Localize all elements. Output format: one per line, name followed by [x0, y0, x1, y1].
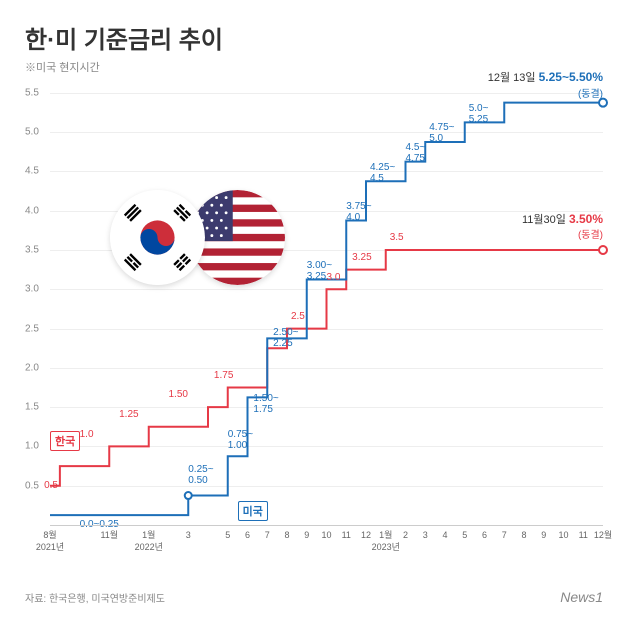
rate-annotation: 4.5~ 4.75: [406, 142, 426, 164]
x-tick: 8월2021년: [36, 530, 64, 553]
rate-annotation: 0.5: [44, 480, 58, 491]
y-tick: 2.0: [25, 362, 39, 373]
x-tick: 2: [403, 530, 408, 542]
news1-logo: News1: [560, 589, 603, 605]
rate-annotation: 4.25~ 4.5: [370, 162, 395, 184]
korea-flag-icon: [110, 190, 205, 285]
x-tick: 8: [521, 530, 526, 542]
y-tick: 4.0: [25, 205, 39, 216]
x-tick: 12월: [594, 530, 612, 542]
chart-footer: 자료: 한국은행, 미국연방준비제도 News1: [25, 589, 603, 605]
x-tick: 11월: [100, 530, 118, 542]
usa-final-label: 12월 13일 5.25~5.50%(동결): [488, 69, 603, 102]
x-tick: 7: [265, 530, 270, 542]
rate-annotation: 4.75~ 5.0: [429, 122, 454, 144]
x-tick: 8: [284, 530, 289, 542]
rate-annotation: 0.75~ 1.00: [228, 429, 253, 451]
y-tick: 4.5: [25, 166, 39, 177]
x-tick: 9: [541, 530, 546, 542]
chart-area: 0.5 1.0 1.5 2.0 2.5 3.0 3.5 4.0 4.5 5.0 5.5 한국미국 0.…: [25, 85, 603, 555]
x-tick: 11: [579, 530, 588, 542]
x-tick: 6: [482, 530, 487, 542]
x-tick: 1월2022년: [135, 530, 163, 553]
x-tick: 7: [502, 530, 507, 542]
x-tick: 10: [558, 530, 568, 542]
x-tick: 5: [462, 530, 467, 542]
rate-annotation: 1.25: [119, 409, 138, 420]
step-lines-svg: [50, 85, 603, 525]
y-tick: 3.0: [25, 284, 39, 295]
x-tick: 3: [423, 530, 428, 542]
x-tick: 10: [321, 530, 331, 542]
y-tick: 1.5: [25, 402, 39, 413]
y-tick: 5.5: [25, 87, 39, 98]
rate-annotation: 1.50: [169, 389, 188, 400]
rate-annotation: 3.25: [352, 252, 371, 263]
y-tick: 3.5: [25, 245, 39, 256]
x-tick: 1월2023년: [372, 530, 400, 553]
x-tick: 9: [304, 530, 309, 542]
y-tick: 0.5: [25, 480, 39, 491]
x-tick: 11: [342, 530, 351, 542]
korea-final-label: 11월30일 3.50%(동결): [522, 211, 603, 244]
x-tick: 4: [442, 530, 447, 542]
rate-annotation: 0.25~ 0.50: [188, 464, 213, 486]
rate-annotation: 1.75: [214, 370, 233, 381]
y-tick: 2.5: [25, 323, 39, 334]
rate-annotation: 2.5: [291, 311, 305, 322]
x-tick: 12: [361, 530, 371, 542]
usa-start-dot: [185, 492, 192, 499]
rate-annotation: 5.0~ 5.25: [469, 103, 489, 125]
korea-end-dot: [599, 246, 607, 254]
flag-icons: [110, 190, 285, 285]
rate-annotation: 3.00~ 3.25: [307, 260, 332, 282]
rate-annotation: 1.0: [80, 429, 94, 440]
rate-annotation: 2.50~ 2.25: [273, 327, 298, 349]
rate-annotation: 3.75~ 4.0: [346, 201, 371, 223]
korea-series-label: 한국: [50, 431, 80, 451]
y-tick: 5.0: [25, 127, 39, 138]
plot-area: 한국미국0.51.01.251.501.752.53.03.253.50.0~0…: [50, 85, 603, 525]
x-tick: 6: [245, 530, 250, 542]
x-axis: 8월2021년11월1월2022년3567891011121월2023년2345…: [50, 525, 603, 555]
usa-series-label: 미국: [238, 501, 268, 521]
rate-annotation: 1.50~ 1.75: [253, 393, 278, 415]
korea-line: [50, 250, 603, 486]
y-tick: 1.0: [25, 441, 39, 452]
rate-annotation: 3.5: [390, 232, 404, 243]
x-tick: 5: [225, 530, 230, 542]
chart-title: 한·미 기준금리 추이: [25, 20, 603, 55]
source-text: 자료: 한국은행, 미국연방준비제도: [25, 590, 165, 605]
x-tick: 3: [186, 530, 191, 542]
